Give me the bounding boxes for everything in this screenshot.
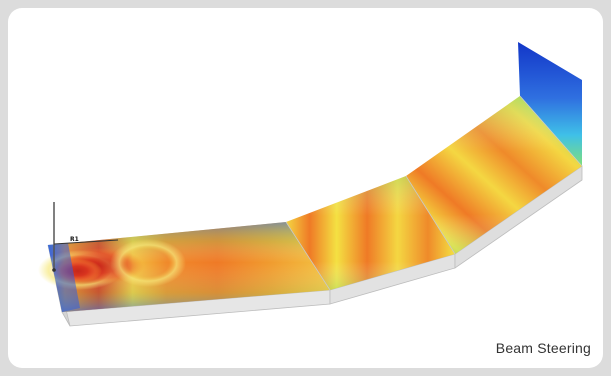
slab-sides	[47, 165, 583, 327]
fold-lines	[285, 95, 583, 291]
transmitter-label: R1	[70, 236, 79, 243]
transmitter-marker	[52, 202, 119, 272]
corridor-segment-3	[406, 96, 582, 254]
figure-card: R1 Beam Steering	[8, 8, 603, 368]
corridor-segment-1	[38, 222, 330, 312]
end-wall	[518, 42, 582, 166]
corridor-segment-2	[286, 176, 455, 290]
figure-caption: Beam Steering	[495, 340, 591, 356]
beam-steering-visualization	[38, 42, 583, 327]
